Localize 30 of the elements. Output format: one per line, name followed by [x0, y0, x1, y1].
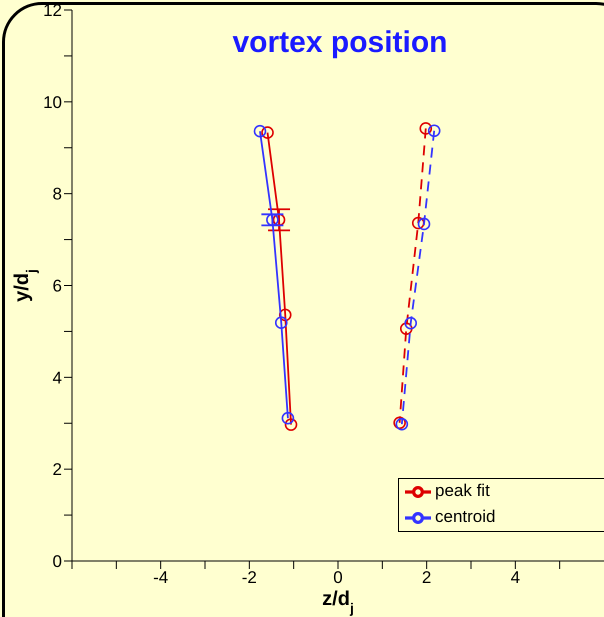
point: [412, 216, 425, 230]
point: [266, 214, 279, 226]
point: [428, 124, 441, 138]
legend-label: centroid: [435, 507, 496, 526]
point: [418, 218, 430, 230]
y-tick-label: 4: [52, 368, 62, 388]
point: [419, 122, 432, 135]
point: [396, 418, 408, 430]
point: [284, 418, 298, 431]
point: [274, 316, 288, 329]
x-tick-label: 0: [333, 568, 343, 588]
text: vortex position: [232, 26, 448, 59]
y-tick-label: 6: [52, 276, 62, 296]
y-tick-label: 8: [52, 184, 62, 204]
point: [393, 416, 406, 430]
x-tick-label: 2: [422, 568, 432, 588]
point: [282, 412, 294, 424]
y-tick-label: 2: [52, 460, 62, 480]
point: [400, 322, 413, 335]
point: [278, 308, 292, 322]
x-axis-title: z/d$_{j}$: [322, 588, 354, 616]
point: [261, 126, 274, 139]
x-tick-label: -4: [153, 568, 168, 588]
point: [254, 124, 266, 138]
x-tick-label: -2: [242, 568, 257, 588]
legend-label: peak fit: [435, 481, 490, 500]
x-tick-label: 4: [510, 568, 520, 588]
y-tick-label: 0: [52, 552, 62, 572]
point: [404, 316, 418, 330]
y-tick-label: 10: [43, 92, 62, 112]
